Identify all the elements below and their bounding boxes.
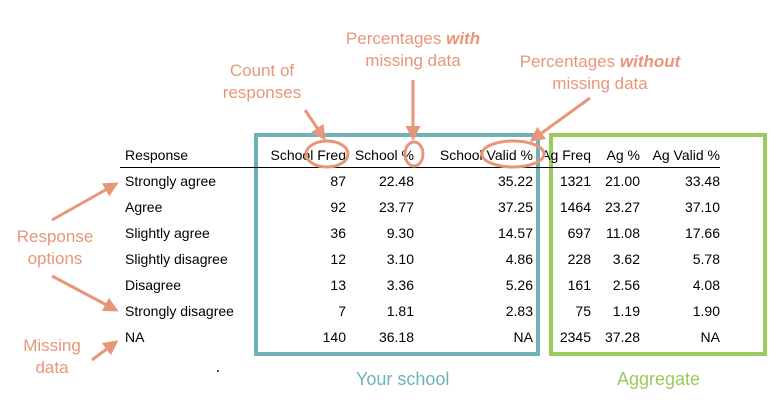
cell-school-valid-pct: 4.86 [505,251,533,267]
response-options-line1: Response [16,227,94,246]
pct-without-line2: missing data [552,74,648,93]
table-body: Strongly agree 87 22.48 35.22 1321 21.00 33.48… [120,168,720,351]
aggregate-section-box [549,133,767,356]
cell-ag-valid-pct: 4.08 [692,277,720,293]
table-row: Slightly agree 36 9.30 14.57 697 11.08 17.66 [120,220,720,246]
cell-school-valid-pct: 5.26 [505,277,533,293]
header-school-pct: School % [346,143,414,168]
cell-school-valid-pct: NA [513,329,533,345]
pct-without-annotation: Percentages without missing data [500,51,700,95]
response-options-annotation: Response options [8,226,102,270]
cell-ag-valid-pct: 5.78 [692,251,720,267]
cell-school-pct: 23.77 [378,199,414,215]
pct-with-emph: with [446,29,481,48]
pct-with-line1: Percentages with [328,28,498,50]
pct-with-annotation: Percentages with missing data [328,28,498,72]
freq-circle [304,139,350,169]
response-arrow-up [51,182,119,222]
cell-school-freq: 13 [330,277,346,293]
cell-ag-freq: 697 [567,225,591,241]
missing-data-arrow [91,340,119,362]
cell-school-valid-pct: 2.83 [505,303,533,319]
header-school-valid-pct: School Valid % [414,143,533,168]
cell-ag-freq: 161 [567,277,591,293]
pct-without-prefix: Percentages [519,52,620,71]
cell-school-pct: 9.30 [386,225,414,241]
cell-ag-valid-pct: 17.66 [684,225,720,241]
pct-without-emph: without [619,52,681,71]
cell-school-pct: 1.81 [386,303,414,319]
school-pct-circle [403,140,425,168]
cell-ag-freq: 2345 [559,329,591,345]
cell-response: Disagree [125,277,182,293]
cell-ag-valid-pct: 33.48 [684,173,720,189]
count-annotation-line2: responses [222,83,302,102]
cell-ag-freq: 75 [575,303,591,319]
cell-ag-pct: 11.08 [606,225,640,241]
cell-school-pct: 3.10 [386,251,414,267]
cell-ag-pct: 21.00 [604,173,640,189]
cell-ag-pct: 23.27 [604,199,640,215]
cell-ag-pct: 1.19 [612,303,640,319]
missing-data-line1: Missing [23,336,81,355]
table-row: Disagree 13 3.36 5.26 161 2.56 4.08 [120,272,720,298]
pct-without-arrow [529,96,591,142]
cell-school-freq: 36 [330,225,346,241]
cell-response: Slightly disagree [125,251,228,267]
cell-ag-freq: 228 [567,251,591,267]
your-school-label: Your school [356,369,450,389]
stray-dot [217,370,219,372]
table-header-row: Response School Freq School % School Val… [120,143,720,168]
cell-school-freq: 140 [322,329,346,345]
cell-ag-pct: 37.28 [604,329,640,345]
table-row: Slightly disagree 12 3.10 4.86 228 3.62 5.78 [120,246,720,272]
header-ag-pct: Ag % [591,143,640,168]
cell-ag-freq: 1321 [559,173,591,189]
header-ag-valid-pct: Ag Valid % [640,143,720,168]
cell-school-valid-pct: 37.25 [497,199,533,215]
cell-school-freq: 7 [338,303,346,319]
cell-school-pct: 3.36 [386,277,414,293]
response-options-line2: options [27,249,83,268]
header-school-freq: School Freq [259,143,346,168]
cell-ag-pct: 2.56 [612,277,640,293]
table-row: Strongly agree 87 22.48 35.22 1321 21.00 33.48 [120,168,720,195]
cell-school-pct: 36.18 [378,329,414,345]
count-arrow [303,109,326,141]
table-row: Agree 92 23.77 37.25 1464 23.27 37.10 [120,194,720,220]
cell-school-freq: 92 [330,199,346,215]
header-response: Response [120,143,259,168]
cell-ag-valid-pct: 1.90 [692,303,720,319]
cell-ag-valid-pct: NA [700,329,720,345]
cell-school-freq: 87 [330,173,346,189]
cell-ag-valid-pct: 37.10 [684,199,720,215]
table-row: NA 140 36.18 NA 2345 37.28 NA [120,324,720,350]
cell-school-pct: 22.48 [378,173,414,189]
cell-response: Slightly agree [125,225,210,241]
pct-with-line2: missing data [365,51,461,70]
table-row: Strongly disagree 7 1.81 2.83 75 1.19 1.90 [120,298,720,324]
header-ag-freq: Ag Freq [533,143,591,168]
cell-response: Strongly disagree [125,303,234,319]
count-annotation-line1: Count of [229,61,295,80]
missing-data-line2: data [35,358,69,377]
school-section-box [254,133,540,356]
cell-school-freq: 12 [330,251,346,267]
pct-without-line1: Percentages without [500,51,700,73]
count-annotation: Count of responses [213,60,311,104]
response-table: Response School Freq School % School Val… [120,143,720,350]
aggregate-label: Aggregate [617,369,701,389]
cell-response: Strongly agree [125,173,217,189]
cell-school-valid-pct: 35.22 [497,173,533,189]
cell-response: NA [125,329,145,345]
cell-ag-freq: 1464 [559,199,591,215]
cell-response: Agree [125,199,163,215]
response-arrow-down [51,274,119,312]
valid-pct-circle [480,139,546,169]
cell-school-valid-pct: 14.57 [497,225,533,241]
cell-ag-pct: 3.62 [612,251,640,267]
pct-with-prefix: Percentages [345,29,447,48]
missing-data-annotation: Missing data [14,335,90,379]
